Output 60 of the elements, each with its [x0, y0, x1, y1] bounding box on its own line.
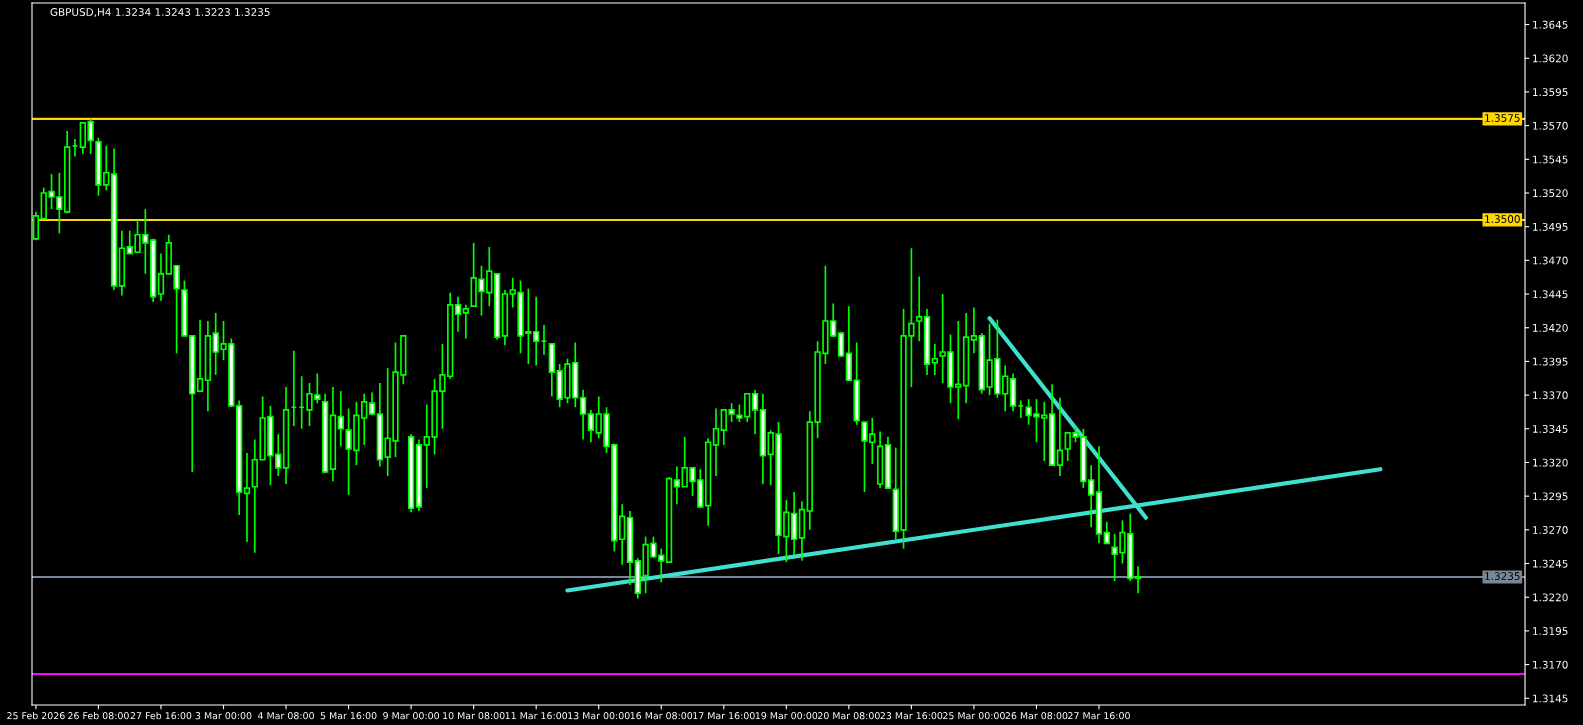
y-tick-label: 1.3395 [1533, 357, 1568, 366]
candlestick [243, 452, 251, 543]
x-tick-label: 16 Mar 08:00 [630, 712, 693, 720]
x-tick-label: 13 Mar 00:00 [568, 712, 630, 720]
x-tick-label: 23 Mar 16:00 [880, 712, 943, 720]
x-tick-label: 26 Feb 08:00 [68, 711, 129, 720]
y-tick-label: 1.3270 [1533, 526, 1568, 534]
y-tick-label: 1.3545 [1533, 155, 1568, 164]
x-tick-label: 19 Mar 00:00 [755, 712, 818, 720]
y-tick-label: 1.3245 [1533, 559, 1568, 568]
x-tick-label: 9 Mar 00:00 [383, 712, 440, 720]
candlestick [1056, 396, 1064, 477]
candlestick [970, 306, 978, 355]
candlestick [196, 318, 204, 392]
candlestick [1103, 520, 1110, 545]
x-tick-label: 27 Mar 16:00 [1068, 712, 1130, 720]
candlestick [462, 303, 470, 340]
x-tick-label: 4 Mar 08:00 [257, 712, 314, 720]
x-tick-label: 20 Mar 08:00 [818, 712, 880, 720]
candlestick [587, 409, 595, 444]
y-tick-label: 1.3570 [1533, 121, 1568, 130]
ref-line-label: 1.3575 [1485, 114, 1520, 122]
x-tick-label: 11 Mar 16:00 [505, 712, 568, 720]
candlestick [579, 388, 587, 441]
candlestick [931, 343, 939, 376]
y-tick-label: 1.3470 [1533, 256, 1568, 265]
x-tick-label: 25 Feb 2026 [7, 711, 65, 720]
y-tick-label: 1.3420 [1533, 323, 1568, 332]
candlestick [157, 252, 165, 302]
candlestick [32, 211, 40, 241]
y-tick-label: 1.3495 [1533, 222, 1568, 231]
y-tick-label: 1.3145 [1533, 694, 1568, 703]
candlestick [673, 465, 681, 506]
y-tick-label: 1.3170 [1533, 660, 1568, 669]
x-tick-label: 26 Mar 08:00 [1005, 712, 1068, 720]
x-tick-label: 3 Mar 00:00 [195, 712, 252, 720]
ref-line-label: 1.3235 [1485, 572, 1520, 581]
x-tick-label: 25 Mar 00:00 [943, 712, 1005, 720]
x-tick-label: 27 Feb 16:00 [130, 711, 192, 720]
y-tick-label: 1.3345 [1533, 425, 1568, 433]
candlestick [916, 275, 923, 343]
candlestick [1134, 565, 1142, 595]
y-tick-label: 1.3620 [1533, 54, 1568, 63]
candlestick [751, 388, 759, 436]
y-tick-label: 1.3320 [1533, 458, 1568, 467]
ref-line-label: 1.3500 [1485, 215, 1520, 223]
y-tick-label: 1.3220 [1533, 593, 1568, 602]
y-tick-label: 1.3445 [1533, 290, 1568, 299]
y-tick-label: 1.3370 [1533, 391, 1568, 400]
x-tick-label: 17 Mar 16:00 [693, 712, 755, 720]
candlestick [454, 295, 462, 333]
x-tick-label: 5 Mar 16:00 [320, 712, 377, 720]
chart-title: GBPUSD,H4 1.3234 1.3243 1.3223 1.3235 [50, 8, 270, 18]
y-tick-label: 1.3295 [1533, 492, 1568, 501]
candlestick [712, 407, 720, 477]
y-tick-label: 1.3645 [1533, 20, 1568, 29]
y-tick-label: 1.3595 [1533, 88, 1568, 97]
y-tick-label: 1.3195 [1533, 627, 1568, 635]
x-tick-label: 10 Mar 08:00 [443, 712, 505, 720]
y-tick-label: 1.3520 [1533, 189, 1568, 198]
